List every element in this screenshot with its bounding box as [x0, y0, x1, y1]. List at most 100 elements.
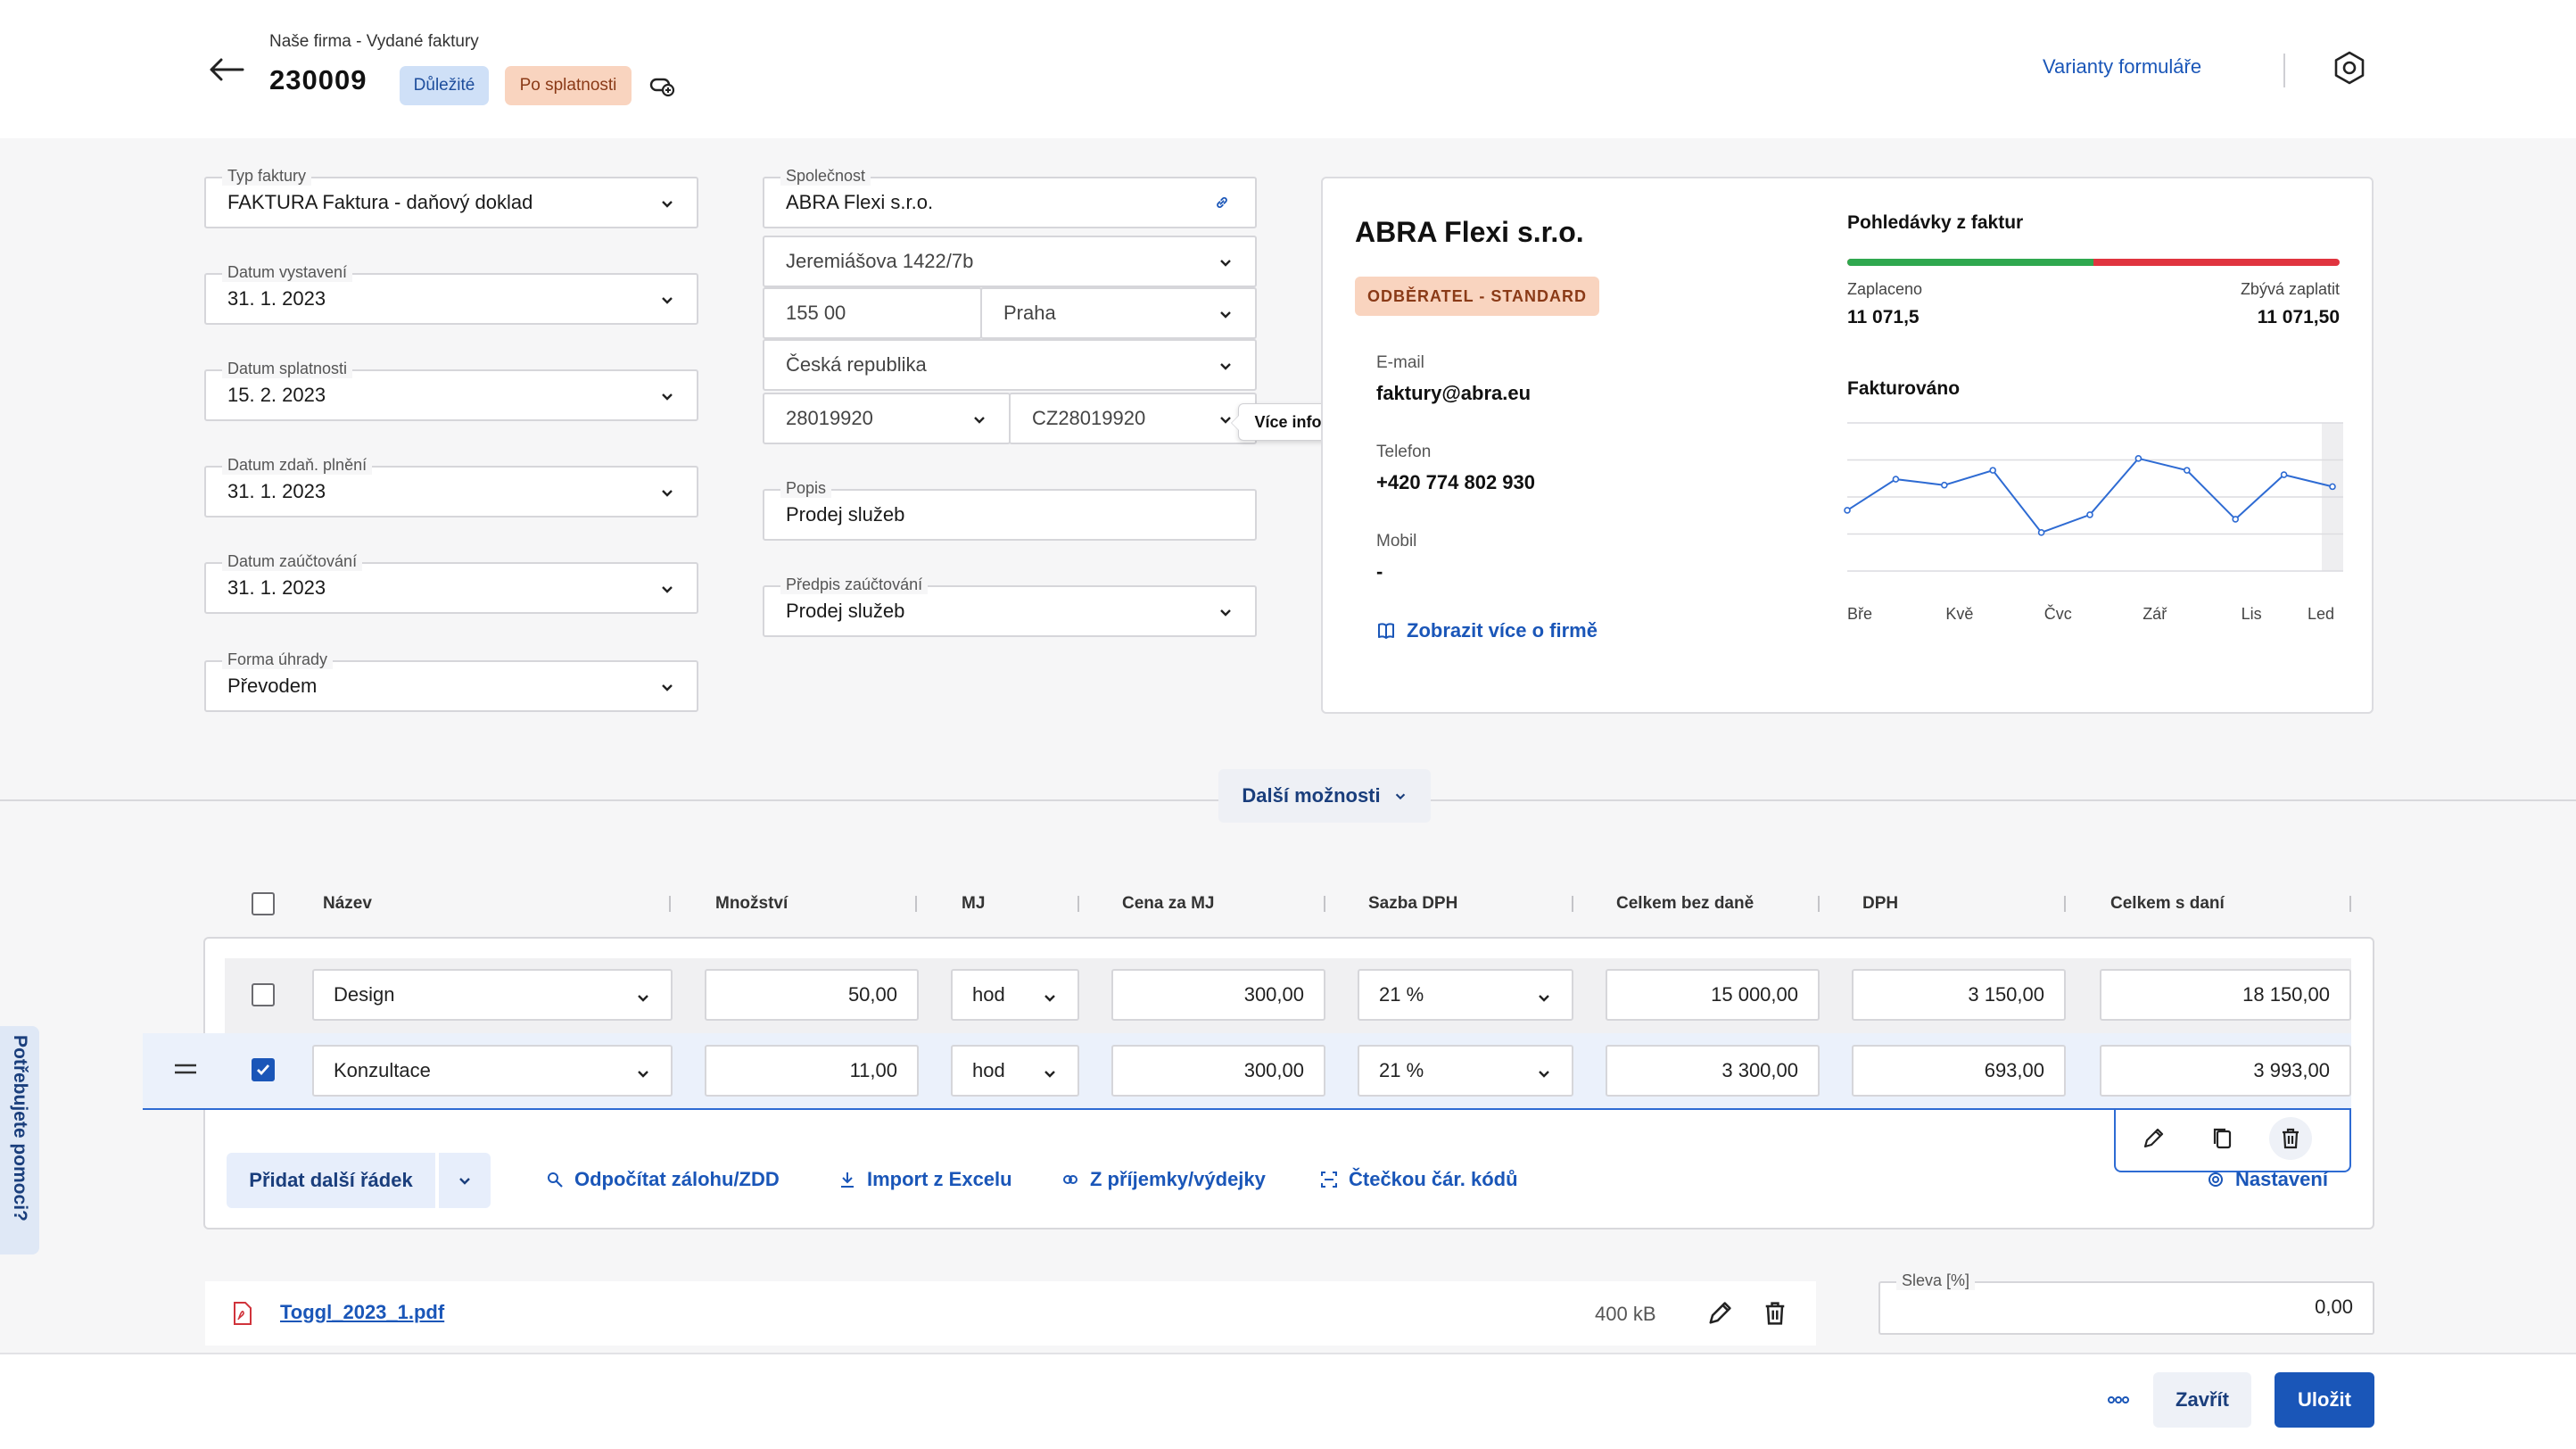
col-header-vat-rate[interactable]: Sazba DPH [1368, 894, 1458, 913]
remaining-value: 11 071,50 [2257, 307, 2340, 327]
street-value: Jeremiášova 1422/7b [786, 250, 974, 272]
drag-handle-icon[interactable] [173, 1062, 198, 1076]
item-unit-select[interactable]: hod [951, 1045, 1079, 1097]
add-row-dropdown-button[interactable] [439, 1153, 491, 1208]
col-resize-handle[interactable] [1818, 896, 1820, 912]
item-qty-input[interactable]: 50,00 [705, 969, 919, 1021]
chart-x-tick-label: Led [2308, 605, 2335, 623]
item-total-incl-input[interactable]: 18 150,00 [2100, 969, 2351, 1021]
col-resize-handle[interactable] [669, 896, 671, 912]
help-tab[interactable]: Potřebujete pomoci? [0, 1026, 39, 1254]
dic-select[interactable]: CZ28019920 [1009, 393, 1257, 444]
item-total-excl-input[interactable]: 3 300,00 [1606, 1045, 1820, 1097]
options-dots-icon[interactable] [2107, 1390, 2130, 1410]
link-icon[interactable] [1214, 195, 1234, 214]
settings-gear-icon[interactable] [2332, 50, 2367, 86]
ico-select[interactable]: 28019920 [763, 393, 1011, 444]
country-select[interactable]: Česká republika [763, 339, 1257, 391]
tax-date-value: 31. 1. 2023 [227, 480, 326, 502]
col-header-total-excl[interactable]: Celkem bez daně [1616, 894, 1754, 913]
check-icon [257, 1064, 270, 1076]
col-resize-handle[interactable] [1572, 896, 1573, 912]
chevron-down-icon [1393, 789, 1408, 803]
delete-trash-icon[interactable] [2269, 1117, 2312, 1160]
tax-date-field[interactable]: Datum zdaň. plnění 31. 1. 2023 [204, 455, 698, 518]
item-vat-input[interactable]: 3 150,00 [1852, 969, 2066, 1021]
remaining-label: Zbývá zaplatit [2240, 280, 2340, 298]
more-options-button[interactable]: Další možnosti [1218, 769, 1431, 823]
col-header-name[interactable]: Název [323, 894, 372, 913]
breadcrumb[interactable]: Naše firma - Vydané faktury [269, 32, 479, 51]
col-resize-handle[interactable] [2064, 896, 2066, 912]
receivables-paid-fill [1847, 259, 2093, 266]
customer-badge: ODBĚRATEL - STANDARD [1355, 277, 1599, 316]
delete-trash-icon[interactable] [1761, 1299, 1789, 1328]
duplicate-icon[interactable] [2210, 1126, 2235, 1151]
col-resize-handle[interactable] [2349, 896, 2351, 912]
item-price-input[interactable]: 300,00 [1111, 1045, 1325, 1097]
issue-date-field[interactable]: Datum vystavení 31. 1. 2023 [204, 262, 698, 325]
item-vat-input[interactable]: 693,00 [1852, 1045, 2066, 1097]
col-header-vat[interactable]: DPH [1862, 894, 1899, 913]
col-header-unit[interactable]: MJ [962, 894, 986, 913]
zip-field[interactable]: 155 00 [763, 287, 982, 339]
select-all-checkbox[interactable] [252, 892, 275, 915]
row-checkbox[interactable] [252, 983, 275, 1006]
col-resize-handle[interactable] [1077, 896, 1079, 912]
discount-input[interactable]: Sleva [%] 0,00 [1878, 1271, 2374, 1335]
phone-value[interactable]: +420 774 802 930 [1376, 471, 1536, 493]
deduct-advance-link[interactable]: Odpočítat zálohu/ZDD [546, 1168, 780, 1191]
item-price: 300,00 [1243, 983, 1304, 1006]
accounting-rule-select[interactable]: Předpis zaúčtování Prodej služeb [763, 575, 1257, 637]
chart-x-tick-label: Lis [2241, 605, 2262, 623]
item-total-incl: 3 993,00 [2253, 1059, 2330, 1081]
item-total-excl-input[interactable]: 15 000,00 [1606, 969, 1820, 1021]
payment-method-label: Forma úhrady [222, 650, 334, 669]
form-variants-link[interactable]: Varianty formuláře [2043, 55, 2202, 78]
col-resize-handle[interactable] [1324, 896, 1325, 912]
payment-method-select[interactable]: Forma úhrady Převodem [204, 650, 698, 712]
table-settings-link[interactable]: Nastavení [2207, 1168, 2328, 1191]
attachment-filename[interactable]: Toggl_2023_1.pdf [280, 1301, 445, 1323]
payment-method-value: Převodem [227, 675, 318, 697]
col-resize-handle[interactable] [915, 896, 917, 912]
item-name-select[interactable]: Design [312, 969, 673, 1021]
edit-pencil-icon[interactable] [1705, 1299, 1734, 1328]
due-date-field[interactable]: Datum splatnosti 15. 2. 2023 [204, 359, 698, 421]
from-receipt-label: Z příjemky/výdejky [1090, 1168, 1266, 1190]
barcode-reader-link[interactable]: Čtečkou čár. kódů [1320, 1168, 1518, 1191]
import-excel-link[interactable]: Import z Excelu [838, 1168, 1012, 1191]
col-header-price[interactable]: Cena za MJ [1122, 894, 1215, 913]
accounting-date-field[interactable]: Datum zaúčtování 31. 1. 2023 [204, 551, 698, 614]
edit-pencil-icon[interactable] [2141, 1126, 2166, 1151]
description-field[interactable]: Popis Prodej služeb [763, 478, 1257, 541]
close-button[interactable]: Zavřít [2153, 1372, 2251, 1428]
col-header-qty[interactable]: Množství [715, 894, 788, 913]
chevron-down-icon [1218, 604, 1234, 620]
show-more-company-link[interactable]: Zobrazit více o firmě [1376, 619, 1598, 642]
street-select[interactable]: Jeremiášova 1422/7b [763, 236, 1257, 287]
tag-add-icon[interactable] [649, 75, 676, 98]
item-name-select[interactable]: Konzultace [312, 1045, 673, 1097]
item-unit-select[interactable]: hod [951, 969, 1079, 1021]
item-total-incl-input[interactable]: 3 993,00 [2100, 1045, 2351, 1097]
from-receipt-link[interactable]: Z příjemky/výdejky [1061, 1168, 1266, 1191]
item-vat-rate-select[interactable]: 21 % [1358, 969, 1573, 1021]
chevron-down-icon [1536, 988, 1552, 1004]
item-price-input[interactable]: 300,00 [1111, 969, 1325, 1021]
mobile-label: Mobil [1376, 532, 1417, 551]
email-value[interactable]: faktury@abra.eu [1376, 382, 1532, 404]
city-select[interactable]: Praha [980, 287, 1257, 339]
item-total-excl: 3 300,00 [1721, 1059, 1798, 1081]
add-row-button[interactable]: Přidat další řádek [227, 1153, 435, 1208]
zip-value: 155 00 [786, 302, 846, 324]
mobile-value: - [1376, 560, 1383, 583]
row-checkbox-checked[interactable] [252, 1058, 275, 1081]
back-arrow-icon[interactable] [209, 57, 244, 82]
item-vat-rate-select[interactable]: 21 % [1358, 1045, 1573, 1097]
save-button[interactable]: Uložit [2275, 1372, 2374, 1428]
invoice-type-select[interactable]: Typ faktury FAKTURA Faktura - daňový dok… [204, 166, 698, 228]
item-qty-input[interactable]: 11,00 [705, 1045, 919, 1097]
col-header-total-incl[interactable]: Celkem s daní [2110, 894, 2225, 913]
company-field[interactable]: Společnost ABRA Flexi s.r.o. [763, 166, 1257, 228]
